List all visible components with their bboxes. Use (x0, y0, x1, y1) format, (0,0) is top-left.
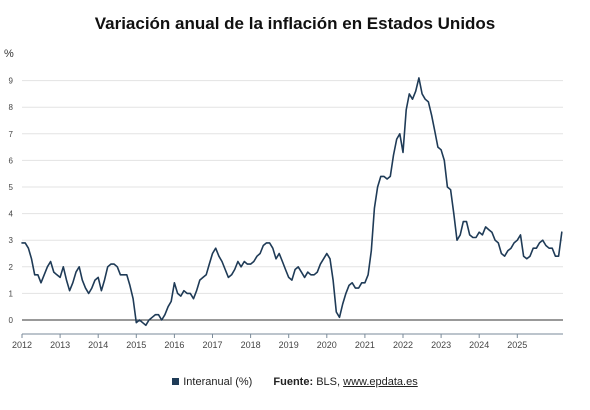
x-tick-label: 2025 (507, 340, 527, 350)
y-tick-label: 0 (9, 316, 14, 325)
source-text: BLS, (316, 376, 341, 388)
legend-swatch (172, 378, 180, 385)
legend-item[interactable]: Interanual (%) (172, 376, 255, 388)
series-group (21, 77, 563, 327)
gridlines (22, 80, 563, 335)
y-axis-label: % (4, 48, 14, 60)
source-link[interactable]: www.epdata.es (343, 376, 418, 388)
y-tick-label: 1 (9, 289, 14, 298)
x-tick-label: 2016 (164, 340, 184, 350)
x-tick-label: 2013 (50, 340, 70, 350)
series-line[interactable] (21, 77, 563, 327)
legend-label: Interanual (%) (183, 376, 253, 388)
x-tick-label: 2015 (126, 340, 146, 350)
x-tick-label: 2019 (279, 340, 299, 350)
y-tick-label: 5 (9, 183, 14, 192)
x-tick-label: 2017 (202, 340, 222, 350)
chart-title: Variación anual de la inflación en Estad… (94, 14, 496, 33)
y-tick-label: 7 (9, 130, 14, 139)
x-tick-labels: 2012 2013 2014 2015 2016 2017 2018 2019 2020 2021… (12, 334, 527, 350)
y-tick-label: 9 (9, 77, 14, 86)
y-tick-labels: 0 1 2 3 4 5 6 7 8 9 (9, 77, 14, 325)
chart-footer: Interanual (%) Fuente: BLS, www.epdata.e… (0, 376, 590, 388)
x-tick-label: 2018 (241, 340, 261, 350)
x-tick-label: 2012 (12, 340, 32, 350)
x-tick-label: 2021 (355, 340, 375, 350)
y-tick-label: 8 (9, 103, 14, 112)
y-tick-label: 2 (9, 263, 14, 272)
x-tick-label: 2020 (317, 340, 337, 350)
x-tick-label: 2024 (469, 340, 489, 350)
y-tick-label: 3 (9, 236, 14, 245)
source-label: Fuente: (273, 376, 314, 388)
y-tick-label: 6 (9, 156, 14, 165)
x-tick-label: 2023 (431, 340, 451, 350)
x-tick-label: 2014 (88, 340, 108, 350)
y-tick-label: 4 (9, 210, 14, 219)
x-tick-label: 2022 (393, 340, 413, 350)
